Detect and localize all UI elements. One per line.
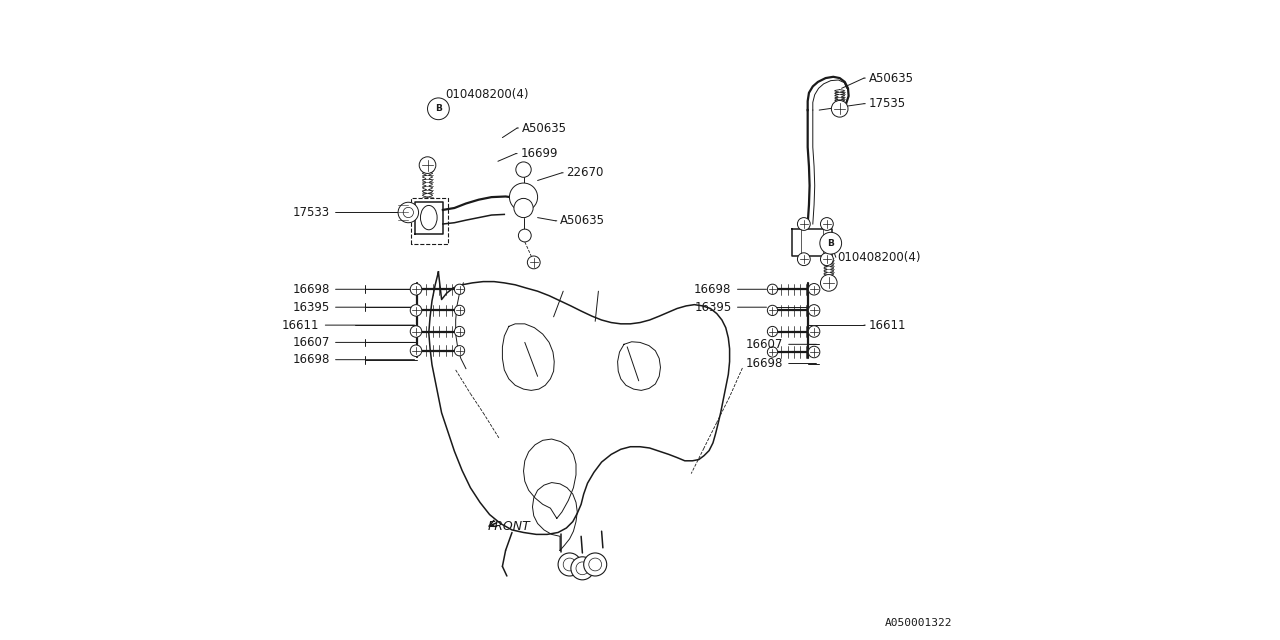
Circle shape (454, 346, 465, 356)
Text: 16607: 16607 (292, 336, 330, 349)
Text: 16698: 16698 (292, 283, 330, 296)
Text: A50635: A50635 (869, 72, 914, 84)
Circle shape (797, 218, 810, 230)
Circle shape (420, 157, 435, 173)
Circle shape (820, 218, 833, 230)
Text: 010408200(4): 010408200(4) (445, 88, 529, 101)
Circle shape (513, 198, 534, 218)
Circle shape (410, 284, 422, 295)
Text: FRONT: FRONT (488, 520, 530, 532)
Circle shape (410, 305, 422, 316)
Polygon shape (415, 202, 443, 234)
Circle shape (509, 183, 538, 211)
Text: 17533: 17533 (292, 206, 330, 219)
Circle shape (797, 253, 810, 266)
Circle shape (584, 553, 607, 576)
Text: B: B (827, 239, 835, 248)
Circle shape (820, 275, 837, 291)
Circle shape (428, 98, 449, 120)
Circle shape (809, 326, 820, 337)
Circle shape (809, 346, 820, 358)
Circle shape (768, 305, 778, 316)
Text: A50635: A50635 (522, 122, 567, 134)
Text: 16698: 16698 (292, 353, 330, 366)
Text: 22670: 22670 (566, 166, 604, 179)
Circle shape (527, 256, 540, 269)
Circle shape (820, 253, 833, 266)
Circle shape (454, 284, 465, 294)
Text: 17535: 17535 (869, 97, 906, 110)
Circle shape (768, 326, 778, 337)
Circle shape (410, 326, 422, 337)
Text: 16699: 16699 (520, 147, 558, 160)
Circle shape (768, 284, 778, 294)
Text: 16611: 16611 (869, 319, 906, 332)
Text: 16395: 16395 (292, 301, 330, 314)
Circle shape (768, 347, 778, 357)
Circle shape (516, 162, 531, 177)
Circle shape (571, 557, 594, 580)
Text: A50635: A50635 (561, 214, 605, 227)
Circle shape (518, 229, 531, 242)
Circle shape (454, 305, 465, 316)
Text: 16607: 16607 (745, 338, 783, 351)
Circle shape (410, 345, 422, 356)
Circle shape (820, 232, 842, 254)
Text: 16698: 16698 (694, 283, 732, 296)
Text: A050001322: A050001322 (884, 618, 952, 628)
Circle shape (558, 553, 581, 576)
Text: 16395: 16395 (694, 301, 732, 314)
Circle shape (832, 100, 849, 117)
Circle shape (398, 202, 419, 223)
Polygon shape (792, 229, 832, 256)
Text: 010408200(4): 010408200(4) (837, 251, 920, 264)
Text: 16611: 16611 (282, 319, 320, 332)
Circle shape (809, 284, 820, 295)
Circle shape (809, 305, 820, 316)
Text: B: B (435, 104, 442, 113)
Text: 16698: 16698 (745, 357, 783, 370)
Circle shape (454, 326, 465, 337)
